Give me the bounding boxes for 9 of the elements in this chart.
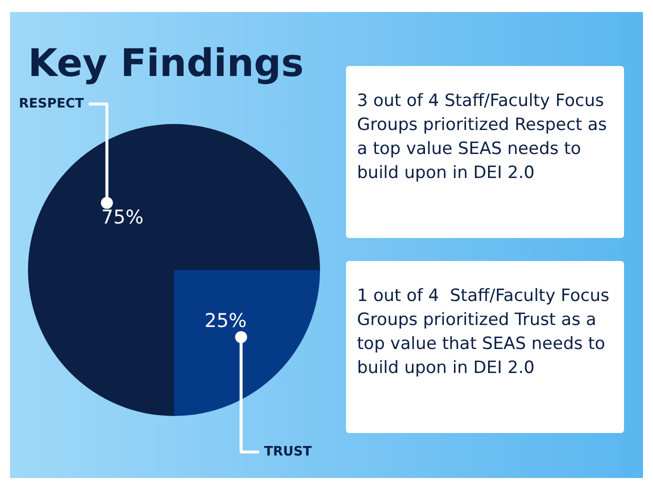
slice-label: TRUST [264,444,312,460]
text: 1 out of 4 Staff/Faculty Focus Groups prioritized Trust as a top value that SEAS needs to build upon in DEI 2.0 [357,286,610,378]
data-label: 75% [101,206,144,229]
pie-slice [174,270,320,416]
chart-title: Key Findings [28,41,304,85]
pie-slice [28,124,320,416]
text: 3 out of 4 Staff/Faculty Focus Groups prioritized Respect as a top value SEAS needs to build upon in DEI 2.0 [357,91,608,183]
slice-label: RESPECT [18,96,84,112]
data-label: 25% [204,310,247,332]
